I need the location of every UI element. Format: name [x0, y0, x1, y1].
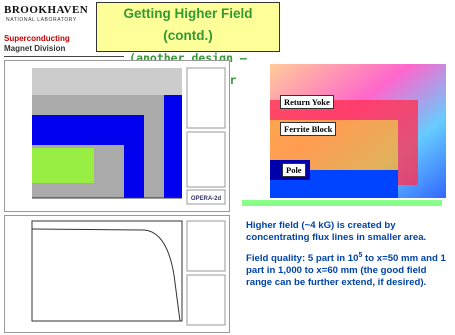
label: Pole	[282, 163, 306, 177]
info-box	[187, 68, 225, 128]
info-box	[187, 221, 225, 271]
info-box	[187, 132, 225, 187]
title: Getting Higher Field (contd.)	[97, 3, 279, 47]
notes: Higher field (~4 kG) is created by conce…	[246, 220, 451, 295]
title-box: Getting Higher Field (contd.) (another d…	[96, 2, 280, 52]
note: Higher field (~4 kG) is created by conce…	[246, 220, 451, 244]
quality-plot	[4, 215, 230, 333]
software: OPERA-2d	[191, 196, 222, 202]
slide: BROOKHAVEN NATIONAL LABORATORY Supercond…	[0, 0, 455, 335]
pole	[32, 148, 94, 183]
plot-area	[32, 221, 182, 321]
color-map	[238, 60, 450, 212]
legend-bar	[242, 200, 442, 206]
logo-subtitle: NATIONAL LABORATORY	[6, 17, 77, 23]
logo: BROOKHAVEN	[4, 4, 88, 16]
info-box	[187, 275, 225, 325]
label: Ferrite Block	[280, 122, 336, 136]
label: Return Yoke	[280, 95, 334, 109]
field-plot: OPERA-2d	[4, 60, 230, 212]
note: Field quality: 5 part in 105 to x=50 mm …	[246, 250, 451, 289]
division: Superconducting	[4, 34, 70, 43]
note-text: Field quality: 5 part in 10	[246, 253, 358, 264]
division: Magnet Division	[4, 44, 65, 53]
